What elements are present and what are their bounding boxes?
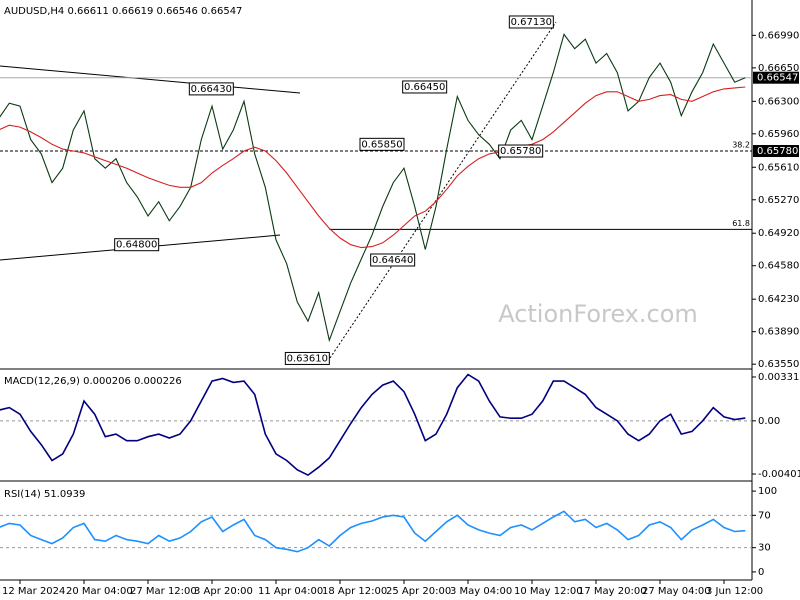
y-tick-label: 0.66300 bbox=[758, 96, 799, 107]
annotation-label: 0.66430 bbox=[191, 84, 232, 95]
y-tick-label: -0.004016 bbox=[758, 469, 800, 480]
annotation-label: 0.64800 bbox=[116, 240, 157, 251]
price-box-label: 0.66547 bbox=[757, 73, 798, 84]
x-tick-label: 20 Mar 04:00 bbox=[66, 586, 133, 597]
series-line bbox=[0, 510, 746, 553]
x-tick-label: 25 Apr 20:00 bbox=[386, 586, 451, 597]
y-tick-label: 0 bbox=[758, 567, 764, 578]
y-tick-label: 0.65270 bbox=[758, 195, 799, 206]
y-tick-label: 0.65960 bbox=[758, 129, 799, 140]
price-box-label: 0.65780 bbox=[757, 146, 798, 157]
annotation-box bbox=[188, 82, 234, 96]
y-tick-label: 0.64920 bbox=[758, 228, 799, 239]
x-tick-label: 3 Jun 12:00 bbox=[706, 586, 763, 597]
fib-label: 61.8 bbox=[732, 219, 750, 228]
trendline bbox=[0, 65, 301, 94]
y-tick-label: 0.63550 bbox=[758, 359, 799, 370]
annotation-box bbox=[114, 238, 160, 252]
x-tick-label: 12 Mar 2024 bbox=[2, 586, 65, 597]
y-tick-label: 0.64580 bbox=[758, 261, 799, 272]
annotation-label: 0.67130 bbox=[511, 17, 552, 28]
series-line bbox=[0, 33, 746, 343]
annotation-label: 0.63610 bbox=[287, 353, 328, 364]
y-tick-label: 0.65610 bbox=[758, 162, 799, 173]
x-tick-label: 17 May 20:00 bbox=[578, 586, 647, 597]
annotation-box bbox=[359, 137, 405, 151]
y-tick-label: 100 bbox=[758, 486, 777, 497]
x-tick-label: 27 May 04:00 bbox=[642, 586, 711, 597]
annotation-box bbox=[402, 80, 448, 94]
y-tick-label: 0.66990 bbox=[758, 30, 799, 41]
x-tick-label: 3 Apr 20:00 bbox=[194, 586, 253, 597]
y-tick-label: 0.63890 bbox=[758, 327, 799, 338]
y-tick-label: 0.003313 bbox=[758, 372, 800, 383]
annotation-label: 0.66450 bbox=[404, 82, 445, 93]
panel-title: MACD(12,26,9) 0.000206 0.000226 bbox=[4, 376, 182, 387]
y-tick-label: 70 bbox=[758, 510, 771, 521]
price-box bbox=[753, 71, 799, 84]
y-tick-label: 0.64230 bbox=[758, 294, 799, 305]
annotation-label: 0.64640 bbox=[372, 255, 413, 266]
y-tick-label: 30 bbox=[758, 543, 771, 554]
annotation-label: 0.65780 bbox=[500, 146, 541, 157]
annotation-box bbox=[508, 15, 554, 29]
x-tick-label: 27 Mar 12:00 bbox=[130, 586, 197, 597]
y-tick-label: 0.66650 bbox=[758, 63, 799, 74]
price-box bbox=[753, 145, 799, 158]
annotation-box bbox=[370, 253, 416, 267]
panel-title: RSI(14) 51.0939 bbox=[4, 489, 85, 500]
x-tick-label: 11 Apr 04:00 bbox=[258, 586, 323, 597]
series-line bbox=[0, 86, 746, 249]
x-tick-label: 3 May 04:00 bbox=[450, 586, 512, 597]
panel-title: AUDUSD,H4 0.66611 0.66619 0.66546 0.6654… bbox=[4, 6, 242, 17]
annotation-box bbox=[498, 144, 544, 158]
annotation-box bbox=[284, 351, 330, 365]
y-tick-label: 0.00 bbox=[758, 416, 780, 427]
watermark: ActionForex.com bbox=[498, 300, 698, 328]
x-tick-label: 18 Apr 12:00 bbox=[322, 586, 387, 597]
annotation-label: 0.65850 bbox=[361, 139, 402, 150]
series-line bbox=[0, 373, 746, 477]
fib-label: 38.2 bbox=[732, 141, 750, 150]
x-tick-label: 10 May 12:00 bbox=[514, 586, 583, 597]
